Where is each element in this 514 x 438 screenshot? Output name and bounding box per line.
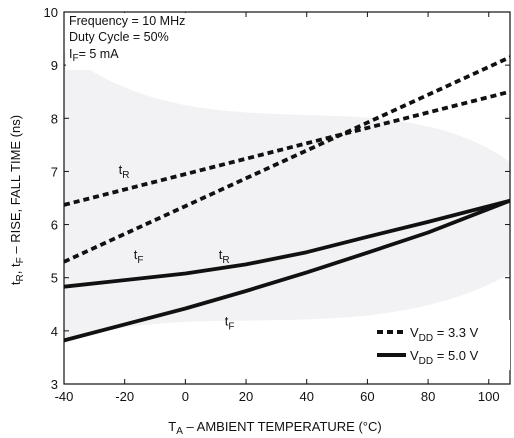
legend-label-3v3: VDD = 3.3 V (410, 325, 479, 344)
x-tick-label: 100 (478, 389, 500, 404)
y-tick-label: 8 (51, 111, 58, 126)
series-line-vdd33v-tr (63, 89, 511, 207)
x-tick-label: 60 (360, 389, 374, 404)
series-line-vdd50v-tf (63, 198, 511, 343)
y-tick-label: 9 (51, 58, 58, 73)
y-tick-label: 7 (51, 164, 58, 179)
x-tick-label: 80 (421, 389, 435, 404)
x-tick-label: 40 (299, 389, 313, 404)
condition-frequency: Frequency = 10 MHz (69, 14, 185, 28)
y-axis-title: tR, tF – RISE, FALL TIME (ns) (8, 115, 26, 285)
series-lines (63, 55, 511, 343)
curve-label-tf: tF (134, 247, 144, 266)
y-tick-label: 6 (51, 218, 58, 233)
conditions-box (66, 13, 214, 70)
y-tick-label: 4 (51, 324, 58, 339)
legend-label-5v0: VDD = 5.0 V (410, 348, 479, 367)
x-tick-label: 0 (182, 389, 189, 404)
legend-background (372, 320, 510, 370)
curve-label-tf: tF (225, 314, 235, 333)
condition-if: IF= 5 mA (69, 47, 119, 64)
y-tick-label: 3 (51, 377, 58, 392)
legend: VDD = 3.3 V VDD = 5.0 V (372, 320, 510, 370)
y-tick-label: 5 (51, 271, 58, 286)
y-tick-label: 10 (44, 5, 58, 20)
x-tick-label: 20 (239, 389, 253, 404)
curve-labels: tR tF tR tF (119, 162, 235, 332)
curve-label-tr: tR (119, 162, 130, 181)
series-line-vdd33v-tf (63, 55, 511, 264)
x-tick-label: -20 (115, 389, 134, 404)
plot-frame (63, 11, 511, 385)
x-tick-label: -40 (55, 389, 74, 404)
condition-duty-cycle: Duty Cycle = 50% (69, 30, 169, 44)
background-wave (64, 52, 510, 384)
y-tick-labels: 3 4 5 6 7 8 9 10 (44, 5, 58, 392)
x-axis-title: TA – AMBIENT TEMPERATURE (°C) (168, 419, 381, 437)
series-line-vdd50v-tr (63, 198, 511, 289)
x-tick-labels: -40 -20 0 20 40 60 80 100 (55, 389, 500, 404)
curve-label-tr: tR (219, 247, 230, 266)
